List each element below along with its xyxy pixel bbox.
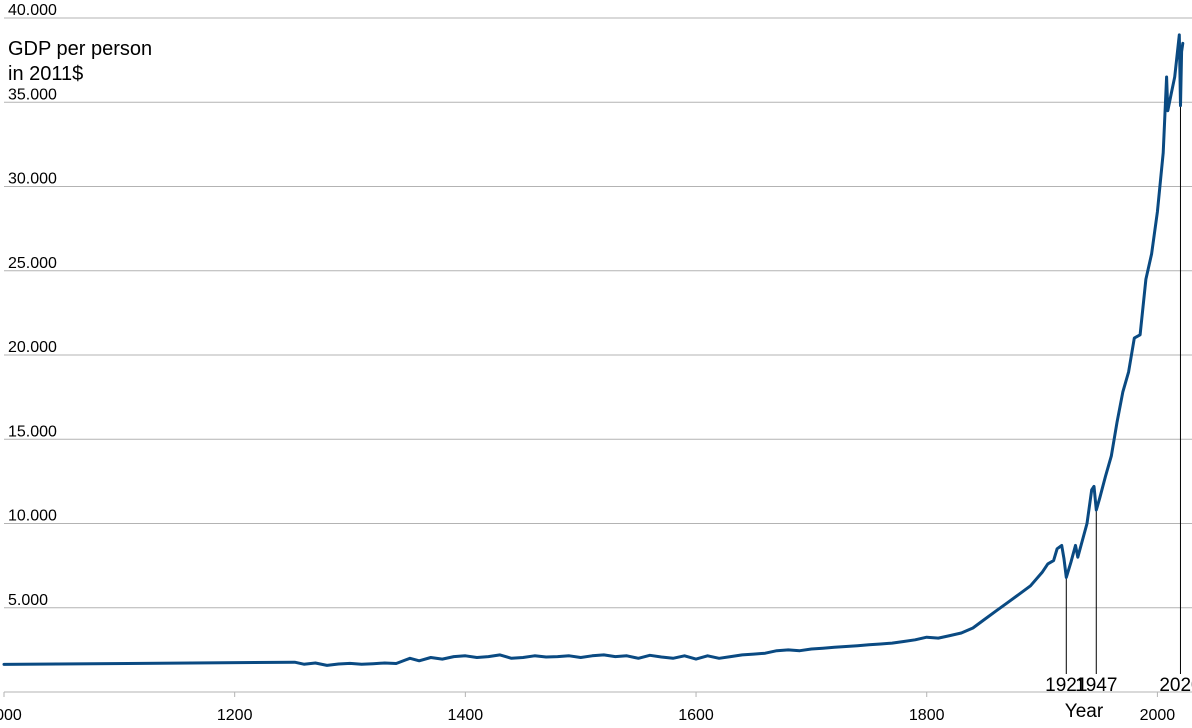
x-tick-labels: 1000 1200 1400 1600 1800 2000 (0, 707, 1175, 724)
x-tick-label: 1600 (678, 707, 714, 724)
series-group (2, 33, 1185, 667)
x-axis-label: Year (1065, 701, 1104, 722)
y-tick-label: 40.000 (8, 2, 57, 19)
x-tick-label: 1200 (217, 707, 253, 724)
y-axis-label-line2: in 2011$ (8, 63, 83, 85)
y-tick-label: 5.000 (8, 592, 48, 609)
y-gridlines (4, 17, 1192, 609)
y-tick-label: 20.000 (8, 339, 57, 356)
series-line-gdp (2, 33, 1185, 667)
y-tick-label: 30.000 (8, 171, 57, 188)
y-tick-label: 10.000 (8, 508, 57, 525)
axes (3, 691, 1192, 697)
x-tick-label: 1800 (909, 707, 945, 724)
x-tick-label: 2000 (1140, 707, 1176, 724)
y-tick-label: 35.000 (8, 86, 57, 103)
annotation-label-1921: 1921 (1045, 675, 1087, 696)
x-tick-label: 1000 (0, 707, 22, 724)
y-tick-label: 25.000 (8, 255, 57, 272)
annotation-label-1947: 1947 (1075, 675, 1117, 696)
y-tick-label: 15.000 (8, 423, 57, 440)
y-tick-labels: 5.000 10.000 15.000 20.000 25.000 30.000 35.00… (8, 2, 57, 609)
annotation-label-2020: 2020 (1159, 675, 1192, 696)
y-axis-label-line1: GDP per person (8, 38, 152, 60)
x-tick-label: 1400 (448, 707, 484, 724)
